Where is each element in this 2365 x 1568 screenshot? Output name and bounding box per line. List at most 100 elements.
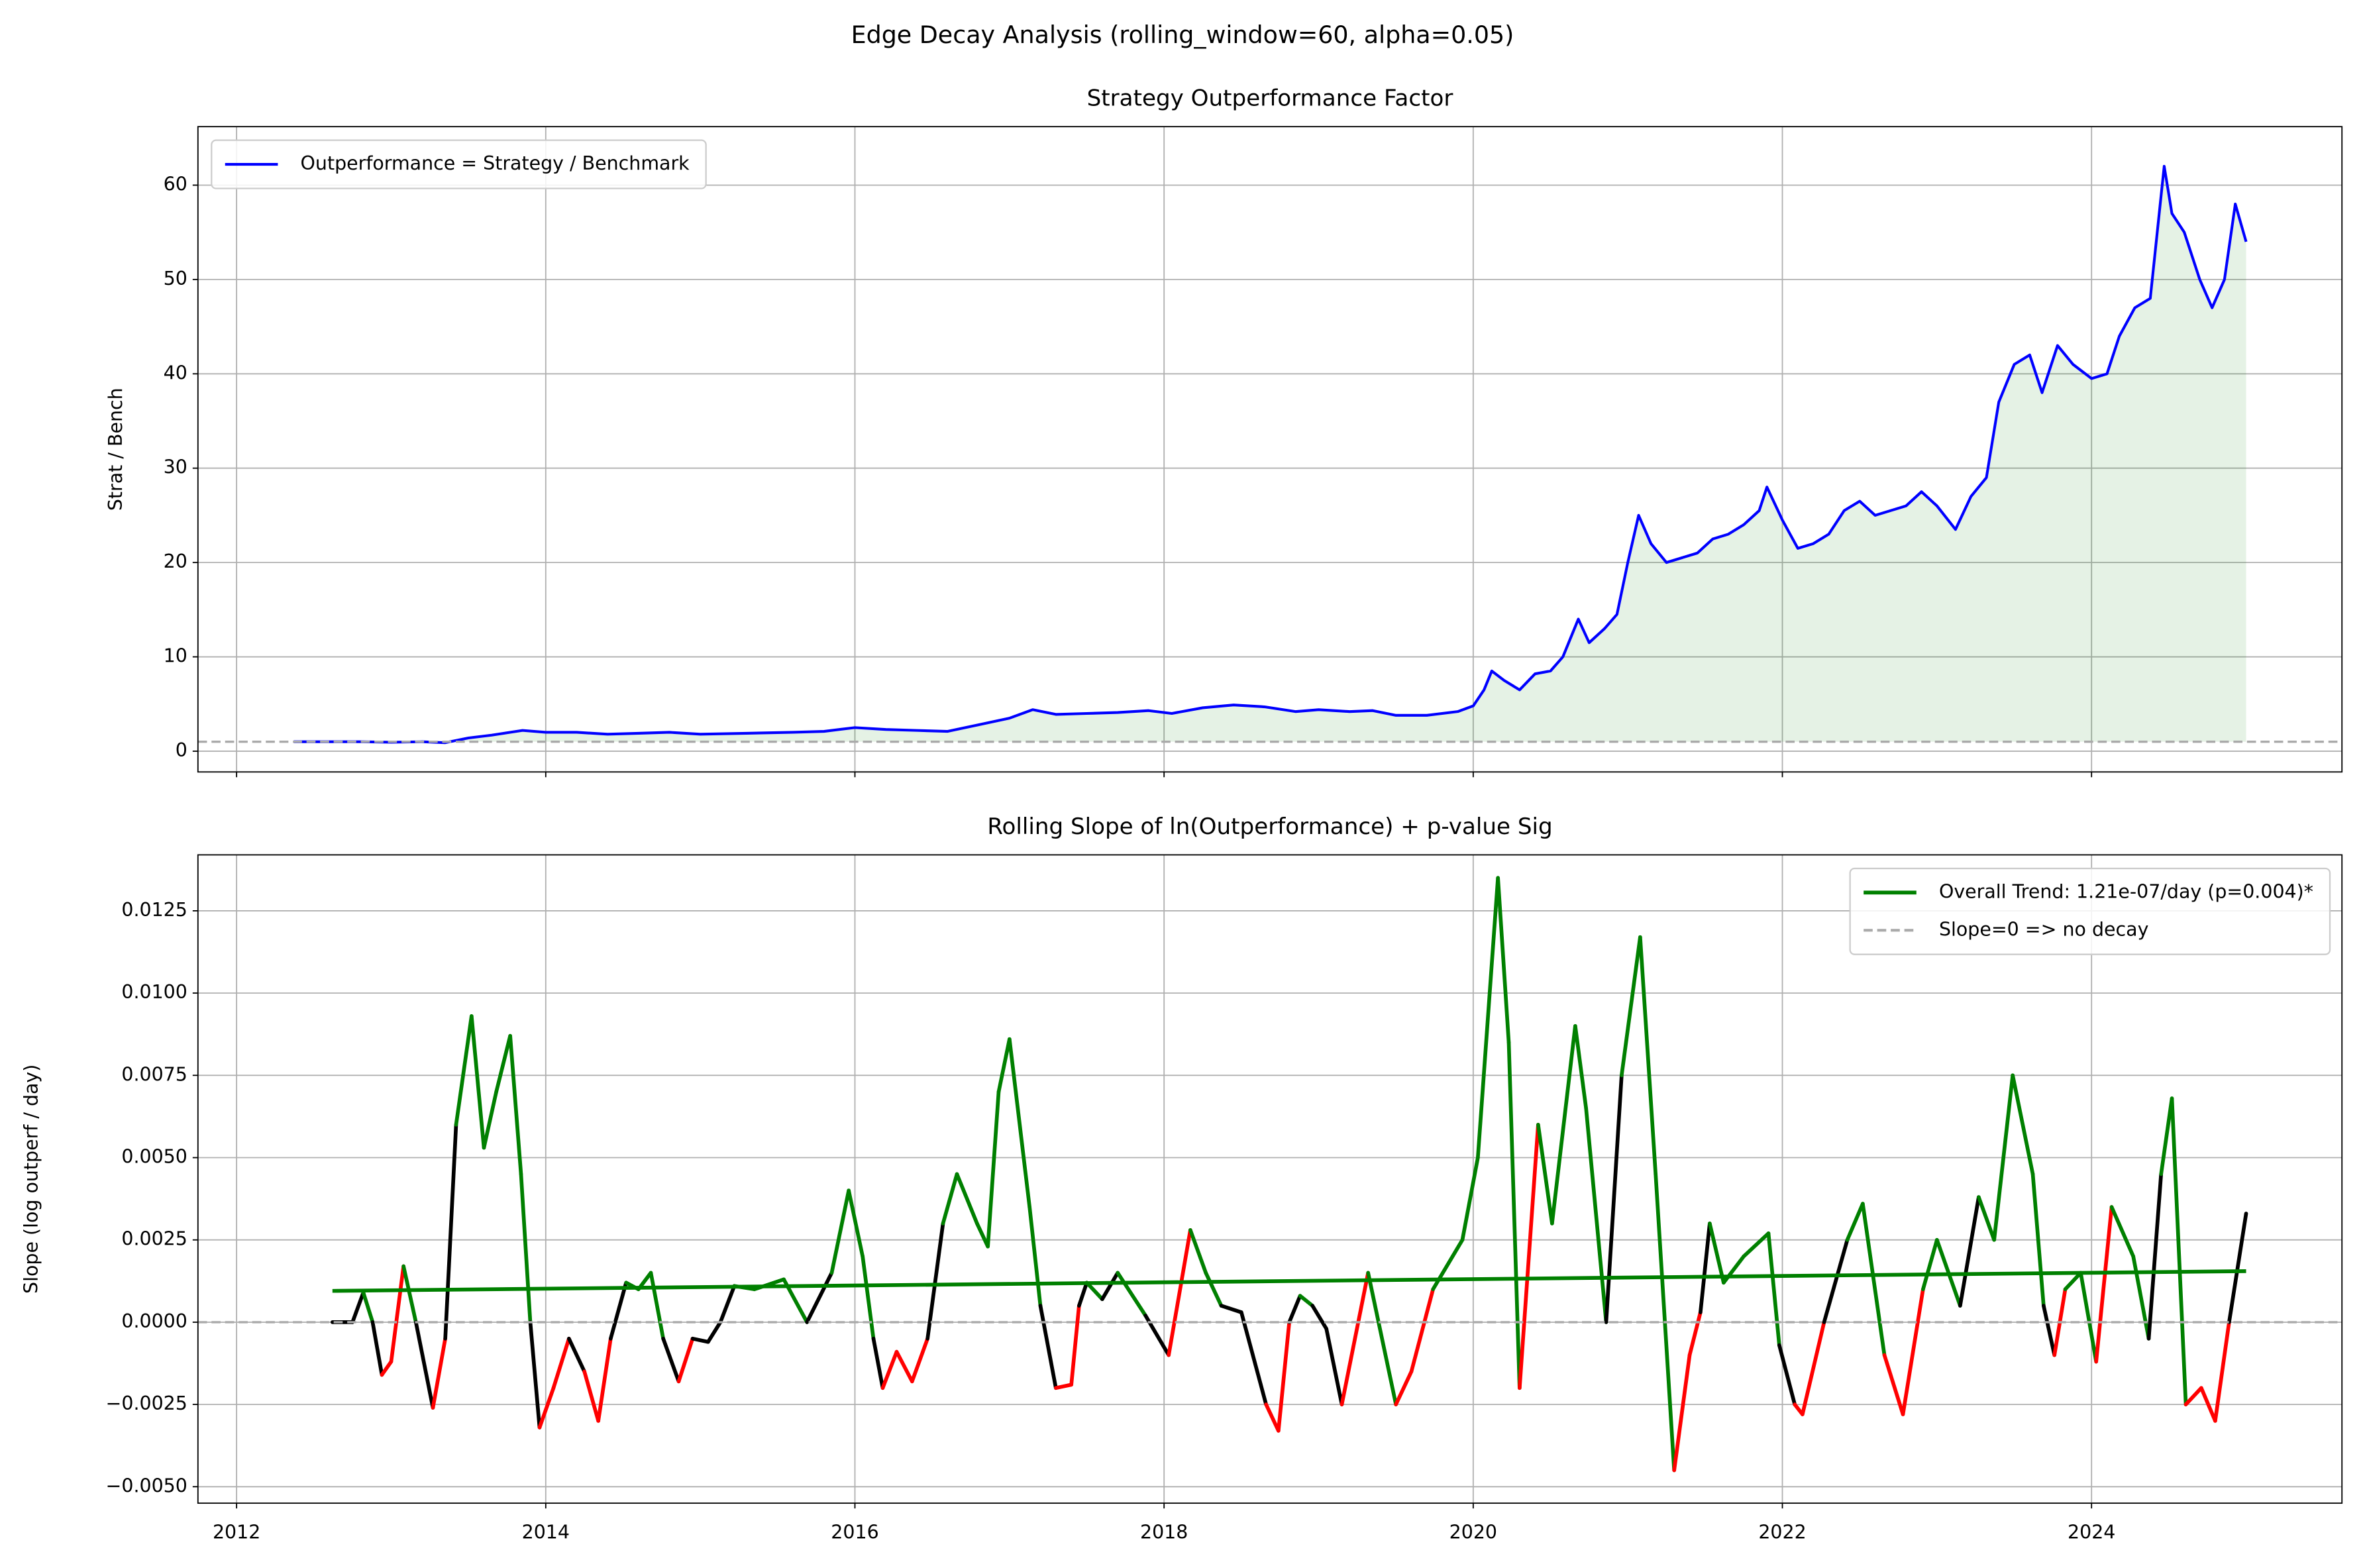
y-tick-label: 0.0025 <box>121 1228 187 1250</box>
slope-segment <box>2094 1205 2114 1364</box>
slope-segment <box>1276 1320 1292 1433</box>
slope-segment <box>1053 1383 1074 1390</box>
axes-title: Strategy Outperformance Factor <box>1087 85 1454 112</box>
slope-segment <box>1550 1023 1577 1226</box>
slope-segment <box>566 1336 586 1374</box>
x-tick-label: 2022 <box>1758 1522 1806 1543</box>
slope-segment <box>1992 1073 2015 1242</box>
slope-segment <box>1958 1195 1981 1308</box>
slope-segment <box>1366 1271 1398 1406</box>
slope-segment <box>350 1290 366 1324</box>
slope-segment <box>1084 1281 1104 1301</box>
legend: Overall Trend: 1.21e-07/day (p=0.004)* Sl… <box>1849 867 2331 955</box>
slope-segment <box>582 1369 600 1423</box>
slope-segment <box>1460 1155 1480 1242</box>
slope-segment <box>508 1033 523 1176</box>
slope-segment <box>469 1014 486 1150</box>
y-tick-label: −0.0025 <box>106 1392 187 1414</box>
slope-segment <box>1038 1304 1058 1390</box>
slope-segment <box>537 1386 556 1430</box>
slope-segment <box>370 1320 384 1377</box>
axes-frame <box>197 126 2343 773</box>
slope-segment <box>2199 1386 2217 1423</box>
slope-segment <box>361 1290 375 1324</box>
slope-segment <box>1506 1040 1522 1390</box>
y-axis-label: Slope (log outperf / day) <box>20 1065 42 1294</box>
slope-segment <box>871 1336 885 1390</box>
y-tick-label: 0.0050 <box>121 1146 187 1168</box>
slope-segment <box>2063 1271 2083 1292</box>
slope-segment <box>690 1336 710 1344</box>
slope-segment <box>805 1271 834 1324</box>
slope-segment <box>1687 1310 1703 1357</box>
slope-segment <box>482 1090 498 1150</box>
legend-label: Slope=0 => no decay <box>1939 918 2148 940</box>
slope-segment <box>2030 1172 2046 1308</box>
slope-segment <box>1777 1343 1797 1406</box>
slope-segment <box>494 1033 512 1094</box>
slope-segment <box>1219 1304 1243 1314</box>
x-tick-label: 2014 <box>522 1522 570 1543</box>
slope-segment <box>443 1122 458 1341</box>
slope-segment <box>1239 1310 1269 1406</box>
slope-segment <box>380 1359 394 1377</box>
slope-segment <box>1476 876 1500 1160</box>
x-tick-label: 2012 <box>213 1522 260 1543</box>
slope-segment <box>2170 1096 2188 1406</box>
slope-segment <box>996 1037 1012 1094</box>
slope-segment <box>1310 1304 1329 1331</box>
slope-segment <box>1496 876 1511 1045</box>
y-tick-label: 60 <box>164 173 187 195</box>
slope-segment <box>1287 1294 1302 1324</box>
slope-segment <box>941 1172 959 1226</box>
y-axis-label: Strat / Bench <box>105 388 127 511</box>
slope-segment <box>1298 1294 1315 1308</box>
y-tick-label: 40 <box>164 362 187 384</box>
slope-segment <box>1620 935 1642 1078</box>
x-tick-label: 2024 <box>2068 1522 2115 1543</box>
slope-segment <box>910 1336 930 1384</box>
slope-segment <box>1845 1202 1865 1242</box>
slope-segment <box>861 1254 876 1341</box>
slope-segment <box>974 1222 990 1249</box>
slope-segment <box>551 1336 571 1390</box>
slope-segment <box>2146 1172 2164 1341</box>
x-tick-label: 2020 <box>1449 1522 1497 1543</box>
axes-background <box>197 855 2342 1504</box>
slope-segment <box>829 1188 851 1275</box>
slope-segment <box>1007 1037 1032 1209</box>
y-tick-label: 10 <box>164 645 187 667</box>
slope-segment <box>1518 1122 1540 1390</box>
slope-segment <box>1116 1271 1148 1318</box>
line-series <box>293 164 2248 745</box>
slope-segment <box>389 1264 405 1364</box>
legend: Outperformance = Strategy / Benchmark <box>211 139 707 189</box>
slope-segment <box>596 1336 613 1423</box>
slope-segment <box>880 1349 899 1390</box>
y-tick-label: 0.0000 <box>121 1310 187 1332</box>
axes-frame <box>197 854 2343 1504</box>
slope-segment <box>2109 1205 2136 1259</box>
slope-segment <box>986 1090 1001 1249</box>
slope-segment <box>1188 1228 1208 1275</box>
slope-segment <box>528 1320 542 1430</box>
slope-segment <box>1394 1369 1414 1406</box>
slope-segment <box>1264 1402 1281 1433</box>
slope-segment <box>1167 1228 1192 1357</box>
slope-segment <box>1708 1222 1726 1285</box>
slope-segment <box>1977 1195 1997 1242</box>
slope-segment <box>1901 1287 1925 1416</box>
legend-label: Outperformance = Strategy / Benchmark <box>301 152 690 174</box>
slope-segment <box>847 1188 865 1259</box>
slope-segment <box>1766 1231 1781 1347</box>
slope-segment <box>661 1336 681 1384</box>
slope-segment <box>401 1264 418 1324</box>
slope-segment <box>431 1336 447 1410</box>
slope-segment <box>1077 1281 1089 1308</box>
slope-segment <box>2131 1254 2151 1341</box>
slope-segment <box>1921 1237 1939 1292</box>
y-tick-label: 0.0100 <box>121 981 187 1003</box>
suptitle: Edge Decay Analysis (rolling_window=60, … <box>851 21 1514 49</box>
